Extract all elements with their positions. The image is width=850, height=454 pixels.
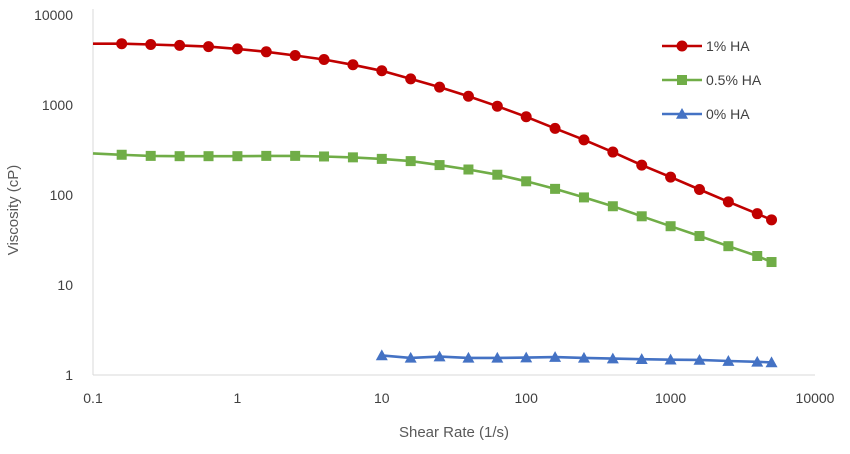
data-point bbox=[116, 38, 128, 50]
data-point bbox=[549, 351, 562, 362]
data-point bbox=[492, 169, 503, 180]
legend-item: 1% HA bbox=[662, 38, 750, 54]
data-point bbox=[765, 356, 778, 368]
data-point bbox=[347, 59, 359, 71]
data-point bbox=[145, 150, 156, 161]
data-point bbox=[766, 214, 778, 226]
data-point bbox=[607, 201, 618, 212]
data-point bbox=[693, 353, 706, 365]
data-point bbox=[434, 81, 446, 93]
data-point bbox=[751, 208, 763, 220]
data-point bbox=[433, 350, 446, 362]
data-point bbox=[722, 355, 735, 366]
data-point bbox=[520, 351, 533, 363]
y-axis-title: Viscosity (cP) bbox=[5, 165, 22, 256]
data-point bbox=[520, 111, 532, 123]
legend-label: 0.5% HA bbox=[706, 72, 762, 88]
x-tick-label: 0.1 bbox=[83, 390, 103, 406]
legend-label: 0% HA bbox=[706, 106, 750, 122]
data-point bbox=[116, 149, 127, 160]
x-tick-label: 1 bbox=[234, 390, 242, 406]
legend-item: 0% HA bbox=[662, 106, 750, 122]
x-tick-label: 10000 bbox=[796, 390, 835, 406]
y-tick-labels: 1 10 100 1000 10000 bbox=[34, 7, 73, 383]
series-line-1-ha bbox=[93, 42, 773, 221]
data-point bbox=[491, 100, 503, 112]
data-point bbox=[766, 257, 777, 268]
data-point bbox=[375, 349, 388, 361]
data-point bbox=[290, 150, 301, 161]
data-point bbox=[434, 160, 445, 171]
series-layer bbox=[92, 38, 778, 368]
series-line-0-5-ha bbox=[92, 152, 773, 264]
data-point bbox=[577, 351, 590, 363]
legend-marker bbox=[676, 40, 688, 52]
data-point bbox=[231, 43, 243, 55]
data-point bbox=[261, 150, 272, 161]
data-point bbox=[232, 151, 243, 162]
legend-label: 1% HA bbox=[706, 38, 750, 54]
data-point bbox=[751, 355, 764, 367]
data-point bbox=[463, 164, 474, 175]
data-point bbox=[607, 146, 619, 158]
data-point bbox=[752, 251, 763, 262]
data-point bbox=[664, 353, 677, 365]
data-point bbox=[578, 134, 590, 146]
legend-marker bbox=[676, 108, 688, 119]
data-point bbox=[319, 151, 330, 162]
data-point bbox=[318, 54, 330, 66]
data-point bbox=[404, 351, 417, 363]
data-point bbox=[376, 153, 387, 164]
y-tick-label: 100 bbox=[50, 187, 74, 203]
x-axis-title: Shear Rate (1/s) bbox=[399, 424, 509, 441]
data-point bbox=[550, 183, 561, 194]
y-tick-label: 10 bbox=[57, 277, 73, 293]
y-tick-label: 1000 bbox=[42, 97, 73, 113]
data-point bbox=[694, 231, 705, 242]
data-point bbox=[462, 351, 475, 363]
x-tick-label: 100 bbox=[515, 390, 539, 406]
series-1-ha bbox=[93, 38, 778, 226]
data-point bbox=[693, 184, 705, 196]
data-point bbox=[606, 352, 619, 364]
x-tick-label: 1000 bbox=[655, 390, 686, 406]
data-point bbox=[665, 171, 677, 183]
data-point bbox=[405, 156, 416, 167]
series-0-5-ha bbox=[92, 149, 777, 268]
data-point bbox=[203, 151, 214, 162]
y-tick-label: 1 bbox=[65, 367, 73, 383]
data-point bbox=[203, 41, 215, 53]
legend: 1% HA 0.5% HA 0% HA bbox=[662, 38, 762, 122]
data-point bbox=[722, 196, 734, 208]
x-tick-labels: 0.1 1 10 100 1000 10000 bbox=[83, 390, 834, 406]
data-point bbox=[174, 39, 186, 51]
data-point bbox=[174, 151, 185, 162]
data-point bbox=[665, 221, 676, 232]
data-point bbox=[635, 353, 648, 364]
data-point bbox=[405, 73, 417, 85]
data-point bbox=[636, 211, 647, 222]
legend-marker bbox=[677, 75, 687, 85]
series-0-ha bbox=[375, 349, 778, 368]
data-point bbox=[289, 49, 301, 61]
data-point bbox=[521, 176, 532, 187]
data-point bbox=[260, 46, 272, 58]
data-point bbox=[145, 39, 157, 51]
data-point bbox=[491, 351, 504, 363]
x-tick-label: 10 bbox=[374, 390, 390, 406]
data-point bbox=[636, 159, 648, 171]
data-point bbox=[376, 65, 388, 77]
legend-item: 0.5% HA bbox=[662, 72, 762, 88]
data-point bbox=[578, 192, 589, 203]
y-tick-label: 10000 bbox=[34, 7, 73, 23]
data-point bbox=[462, 90, 474, 102]
data-point bbox=[549, 122, 561, 134]
data-point bbox=[723, 241, 734, 252]
data-point bbox=[347, 152, 358, 163]
